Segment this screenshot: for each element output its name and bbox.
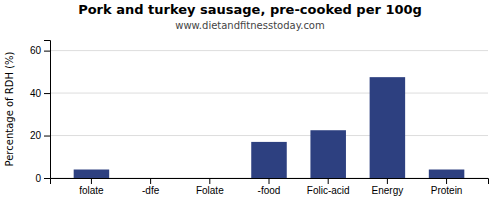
x-tick: -food: [258, 178, 281, 196]
x-tick-label: -food: [258, 185, 281, 196]
x-tick: Folate: [196, 178, 224, 196]
y-tick-label: 40: [30, 88, 42, 99]
x-tick-label: Folic-acid: [307, 185, 350, 196]
y-tick: 40: [30, 88, 50, 99]
y-axis-title: Percentage of RDH (%): [4, 51, 15, 166]
x-tick: Energy: [372, 178, 404, 196]
x-tick: folate: [79, 178, 104, 196]
x-tick: Protein: [431, 178, 463, 196]
y-axis-line: [44, 41, 51, 179]
bar: [310, 130, 346, 178]
bar: [429, 170, 465, 178]
plot-area: 0 20 40 60 folate -dfe Folate -food Folic-acid En…: [30, 41, 489, 197]
x-tick-label: Folate: [196, 185, 224, 196]
y-tick: 0: [35, 173, 50, 184]
y-tick: 20: [30, 130, 50, 141]
grid-line: [50, 50, 488, 51]
y-axis: 0 20 40 60: [30, 41, 51, 184]
x-axis: folate -dfe Folate -food Folic-acid Energy Pro…: [51, 178, 489, 196]
chart: Pork and turkey sausage, pre-cooked per …: [0, 0, 500, 200]
y-tick-label: 0: [35, 173, 41, 184]
x-tick-mark: [150, 178, 151, 184]
y-tick-label: 60: [30, 45, 42, 56]
x-tick-mark: [91, 178, 92, 184]
x-tick: -dfe: [142, 178, 160, 196]
y-tick-mark: [44, 136, 50, 137]
bars: [74, 77, 465, 178]
x-tick-mark: [387, 178, 388, 184]
x-tick: Folic-acid: [307, 178, 350, 196]
bar: [74, 170, 110, 178]
y-tick-mark: [44, 51, 50, 52]
y-tick-mark: [44, 93, 50, 94]
bar: [370, 77, 406, 178]
grid: [50, 51, 488, 178]
bar: [133, 178, 169, 179]
x-tick-mark: [269, 178, 270, 184]
x-tick-label: folate: [79, 185, 104, 196]
x-tick-mark: [328, 178, 329, 184]
title: Pork and turkey sausage, pre-cooked per …: [78, 2, 422, 17]
x-tick-mark: [209, 178, 210, 184]
y-tick-mark: [44, 178, 50, 179]
x-axis-line: [51, 179, 489, 185]
bar: [192, 178, 228, 179]
bar: [251, 142, 287, 178]
subtitle: www.dietandfitnesstoday.com: [175, 20, 324, 31]
y-tick: 60: [30, 45, 50, 56]
x-tick-mark: [446, 178, 447, 184]
x-tick-label: Protein: [431, 185, 463, 196]
grid-line: [50, 135, 488, 136]
x-tick-label: Energy: [372, 185, 404, 196]
y-tick-label: 20: [30, 130, 42, 141]
grid-line: [50, 93, 488, 94]
x-tick-label: -dfe: [142, 185, 160, 196]
